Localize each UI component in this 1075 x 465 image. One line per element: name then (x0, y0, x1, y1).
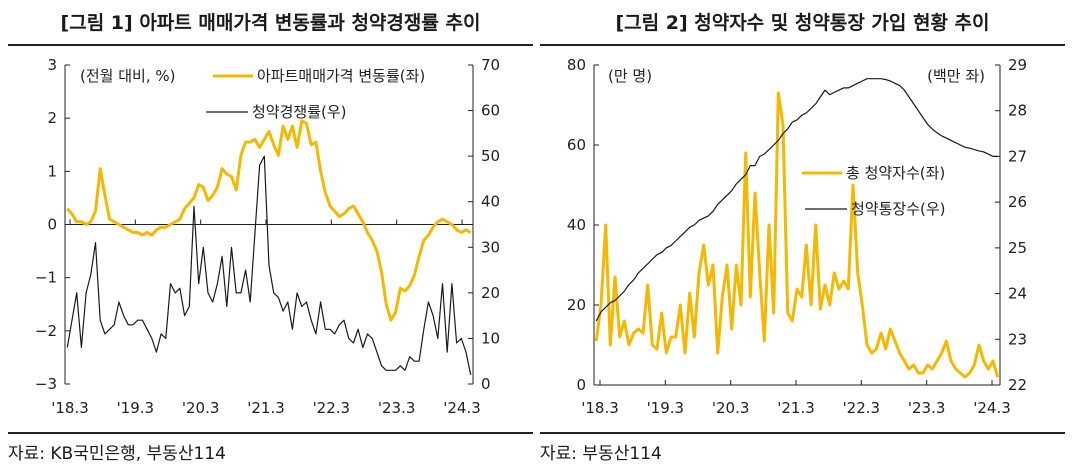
figure2-series-line-0 (594, 91, 1000, 379)
figure2-x-tick-label: '21.3 (777, 399, 815, 417)
figure1-left-tick-label: −2 (35, 322, 57, 340)
figure1-x-tick-label: '22.3 (313, 399, 351, 417)
figure1-left-tick-label: 3 (47, 56, 57, 74)
figure2-right-tick-label: 29 (1008, 56, 1027, 74)
figure1-x-tick-label: '21.3 (247, 399, 285, 417)
figure2-title: [그림 2] 청약자수 및 청약통장 가입 현황 추이 (615, 12, 990, 34)
figure1-left-tick-label: 2 (47, 109, 57, 127)
figure1-right-tick-label: 60 (481, 102, 500, 120)
figure1-right-tick-label: 10 (481, 329, 500, 347)
figure2-chart: 80 60 40 20 0 29 28 27 26 25 24 23 22 '18.3 '19.3 '20.3… (567, 56, 1027, 417)
figure2-x-tick-label: '22.3 (843, 399, 881, 417)
figure1-source: 자료: KB국민은행, 부동산114 (8, 444, 226, 464)
figure1-left-unit: (전월 대비, %) (80, 67, 175, 85)
figure2-right-tick-label: 24 (1008, 285, 1027, 303)
figure2-bottom-rule (540, 432, 1065, 434)
figure1-right-tick-label: 70 (481, 56, 500, 74)
figure2-legend-label-0: 총 청약자수(좌) (846, 164, 945, 182)
figure2-x-tick-label: '20.3 (712, 399, 750, 417)
figure2-series-line-1 (595, 78, 998, 322)
figure1-chart: 3210−1−2−3706050403020100'18.3'19.3'20.3… (35, 56, 500, 417)
figure2-right-tick-label: 26 (1008, 193, 1027, 211)
figure2-left-tick-label: 40 (567, 216, 586, 234)
figure2-left-tick-label: 80 (567, 56, 586, 74)
figure2-right-tick-label: 27 (1008, 147, 1027, 165)
figure1-x-tick-label: '20.3 (182, 399, 220, 417)
figure1-right-tick-label: 0 (481, 375, 491, 393)
figure2-panel: [그림 2] 청약자수 및 청약통장 가입 현황 추이 80 60 40 20 0 29 2… (540, 0, 1065, 465)
figure1-right-tick-label: 20 (481, 284, 500, 302)
figure1-x-tick-label: '19.3 (117, 399, 155, 417)
figure1-left-tick-label: 1 (47, 162, 57, 180)
figure2-right-tick-label: 22 (1008, 376, 1027, 394)
figure2-left-tick-label: 60 (567, 136, 586, 154)
figure1-panel: [그림 1] 아파트 매매가격 변동률과 청약경쟁률 추이 3 2 1 0 −1 −2 −3… (8, 0, 533, 465)
figure1-legend-label-0: 아파트매매가격 변동률(좌) (257, 67, 425, 85)
figure1-bottom-rule (8, 432, 533, 434)
figure1-x-tick-label: '24.3 (443, 399, 481, 417)
figure1-right-tick-label: 30 (481, 238, 500, 256)
figure2-right-tick-label: 25 (1008, 239, 1027, 257)
figure1-right-tick-label: 50 (481, 147, 500, 165)
figure1-top-rule (8, 44, 533, 46)
figure2-right-tick-label: 23 (1008, 330, 1027, 348)
figure2-right-unit: (백만 좌) (927, 67, 985, 85)
figure2-legend-label-1: 청약통장수(우) (851, 200, 946, 218)
figure1-x-tick-label: '23.3 (378, 399, 416, 417)
figure2-top-rule (540, 44, 1065, 46)
figure2-left-unit: (만 명) (608, 67, 652, 85)
figure2-left-tick-label: 20 (567, 296, 586, 314)
figure2-x-tick-label: '19.3 (647, 399, 685, 417)
figure1-left-tick-label: 0 (47, 216, 57, 234)
figure1-legend-label-1: 청약경쟁률(우) (252, 103, 347, 121)
figure2-left-tick-label: 0 (576, 376, 586, 394)
figure1-right-tick-label: 40 (481, 193, 500, 211)
figure2-right-tick-label: 28 (1008, 102, 1027, 120)
figure1-title: [그림 1] 아파트 매매가격 변동률과 청약경쟁률 추이 (60, 12, 481, 34)
figure1-x-tick-label: '18.3 (51, 399, 89, 417)
figure2-x-tick-label: '18.3 (581, 399, 619, 417)
figure1-left-tick-label: −3 (35, 375, 57, 393)
figure1-left-tick-label: −1 (35, 269, 57, 287)
figure1-series-line-1 (66, 155, 472, 376)
figure2-source: 자료: 부동산114 (540, 444, 662, 464)
figure1-series-line-0 (66, 119, 472, 322)
figure2-x-tick-label: '23.3 (908, 399, 946, 417)
figure2-x-tick-label: '24.3 (973, 399, 1011, 417)
